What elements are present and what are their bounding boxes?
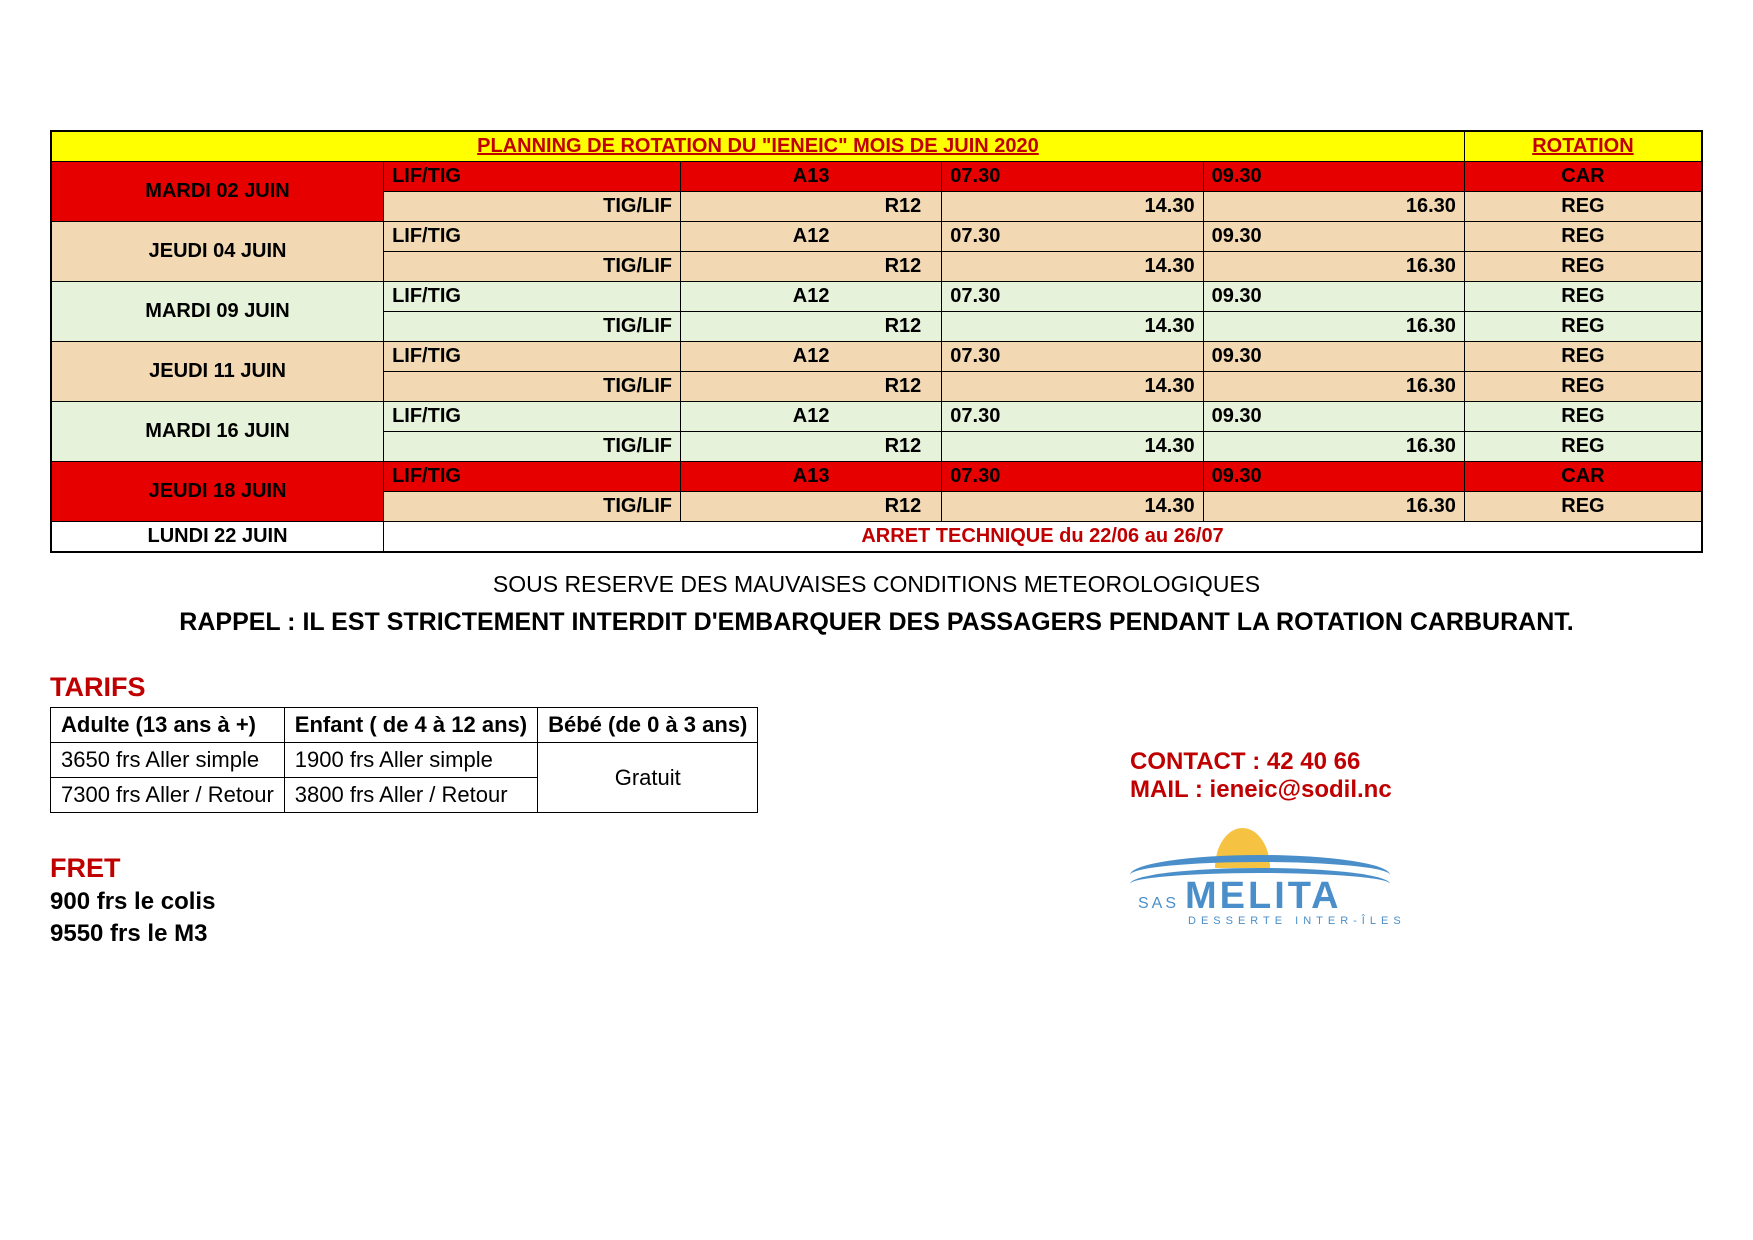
- route-cell: LIF/TIG: [384, 462, 681, 492]
- rotation-cell: REG: [1464, 372, 1702, 402]
- fret-section: FRET 900 frs le colis 9550 frs le M3: [50, 853, 1703, 948]
- time-cell: 14.30: [942, 492, 1203, 522]
- planning-title: PLANNING DE ROTATION DU "IENEIC" MOIS DE…: [51, 131, 1464, 162]
- rotation-cell: REG: [1464, 402, 1702, 432]
- contact-phone: CONTACT : 42 40 66: [1130, 748, 1392, 776]
- schedule-date: MARDI 16 JUIN: [51, 402, 384, 462]
- code-cell: A12: [681, 402, 942, 432]
- rotation-cell: CAR: [1464, 162, 1702, 192]
- tarifs-header-bebe: Bébé (de 0 à 3 ans): [538, 708, 758, 743]
- tarifs-cell: 7300 frs Aller / Retour: [51, 778, 285, 813]
- route-cell: LIF/TIG: [384, 162, 681, 192]
- schedule-date: MARDI 09 JUIN: [51, 282, 384, 342]
- rotation-cell: REG: [1464, 222, 1702, 252]
- time-cell: 16.30: [1203, 372, 1464, 402]
- time-cell: 09.30: [1203, 282, 1464, 312]
- arret-technique: ARRET TECHNIQUE du 22/06 au 26/07: [384, 522, 1702, 553]
- melita-logo: SAS MELITA DESSERTE INTER-ÎLES: [1130, 820, 1450, 930]
- route-cell: LIF/TIG: [384, 342, 681, 372]
- time-cell: 14.30: [942, 312, 1203, 342]
- route-cell: TIG/LIF: [384, 252, 681, 282]
- rappel-note: RAPPEL : IL EST STRICTEMENT INTERDIT D'E…: [50, 608, 1703, 637]
- time-cell: 16.30: [1203, 252, 1464, 282]
- fret-colis: 900 frs le colis: [50, 888, 1703, 916]
- code-cell: R12: [681, 432, 942, 462]
- time-cell: 07.30: [942, 162, 1203, 192]
- arret-date: LUNDI 22 JUIN: [51, 522, 384, 553]
- rotation-cell: REG: [1464, 432, 1702, 462]
- rotation-cell: REG: [1464, 312, 1702, 342]
- schedule-date: JEUDI 18 JUIN: [51, 462, 384, 522]
- tarifs-header-adulte: Adulte (13 ans à +): [51, 708, 285, 743]
- route-cell: LIF/TIG: [384, 402, 681, 432]
- code-cell: R12: [681, 372, 942, 402]
- code-cell: A12: [681, 222, 942, 252]
- time-cell: 09.30: [1203, 222, 1464, 252]
- weather-note: SOUS RESERVE DES MAUVAISES CONDITIONS ME…: [50, 571, 1703, 598]
- code-cell: R12: [681, 252, 942, 282]
- time-cell: 09.30: [1203, 342, 1464, 372]
- time-cell: 07.30: [942, 222, 1203, 252]
- fret-title: FRET: [50, 853, 1703, 884]
- code-cell: R12: [681, 312, 942, 342]
- logo-brand-text: MELITA: [1185, 875, 1342, 918]
- route-cell: LIF/TIG: [384, 222, 681, 252]
- rotation-cell: REG: [1464, 192, 1702, 222]
- logo-sas-text: SAS: [1138, 895, 1179, 913]
- code-cell: A12: [681, 342, 942, 372]
- tarifs-header-enfant: Enfant ( de 4 à 12 ans): [284, 708, 537, 743]
- route-cell: TIG/LIF: [384, 192, 681, 222]
- time-cell: 16.30: [1203, 312, 1464, 342]
- time-cell: 16.30: [1203, 492, 1464, 522]
- tarifs-section: TARIFS Adulte (13 ans à +) Enfant ( de 4…: [50, 672, 1703, 813]
- time-cell: 09.30: [1203, 162, 1464, 192]
- tarifs-title: TARIFS: [50, 672, 1703, 703]
- rotation-cell: REG: [1464, 282, 1702, 312]
- logo-subtitle: DESSERTE INTER-ÎLES: [1188, 915, 1406, 927]
- time-cell: 16.30: [1203, 192, 1464, 222]
- tarifs-cell: 3650 frs Aller simple: [51, 743, 285, 778]
- rotation-cell: REG: [1464, 252, 1702, 282]
- time-cell: 07.30: [942, 402, 1203, 432]
- route-cell: TIG/LIF: [384, 492, 681, 522]
- route-cell: TIG/LIF: [384, 432, 681, 462]
- route-cell: LIF/TIG: [384, 282, 681, 312]
- code-cell: R12: [681, 192, 942, 222]
- contact-section: CONTACT : 42 40 66 MAIL : ieneic@sodil.n…: [1130, 748, 1392, 804]
- code-cell: A13: [681, 162, 942, 192]
- tarifs-table: Adulte (13 ans à +) Enfant ( de 4 à 12 a…: [50, 707, 758, 813]
- schedule-date: JEUDI 11 JUIN: [51, 342, 384, 402]
- time-cell: 14.30: [942, 252, 1203, 282]
- tarifs-gratuit: Gratuit: [538, 743, 758, 813]
- rotation-cell: CAR: [1464, 462, 1702, 492]
- schedule-table: PLANNING DE ROTATION DU "IENEIC" MOIS DE…: [50, 130, 1703, 553]
- time-cell: 07.30: [942, 462, 1203, 492]
- tarifs-cell: 3800 frs Aller / Retour: [284, 778, 537, 813]
- contact-mail: MAIL : ieneic@sodil.nc: [1130, 776, 1392, 804]
- route-cell: TIG/LIF: [384, 312, 681, 342]
- time-cell: 07.30: [942, 342, 1203, 372]
- time-cell: 14.30: [942, 192, 1203, 222]
- code-cell: A13: [681, 462, 942, 492]
- rotation-cell: REG: [1464, 492, 1702, 522]
- time-cell: 14.30: [942, 432, 1203, 462]
- rotation-header: ROTATION: [1464, 131, 1702, 162]
- code-cell: R12: [681, 492, 942, 522]
- route-cell: TIG/LIF: [384, 372, 681, 402]
- time-cell: 14.30: [942, 372, 1203, 402]
- rotation-cell: REG: [1464, 342, 1702, 372]
- schedule-date: MARDI 02 JUIN: [51, 162, 384, 222]
- code-cell: A12: [681, 282, 942, 312]
- time-cell: 07.30: [942, 282, 1203, 312]
- time-cell: 09.30: [1203, 402, 1464, 432]
- time-cell: 16.30: [1203, 432, 1464, 462]
- tarifs-cell: 1900 frs Aller simple: [284, 743, 537, 778]
- fret-m3: 9550 frs le M3: [50, 920, 1703, 948]
- schedule-date: JEUDI 04 JUIN: [51, 222, 384, 282]
- time-cell: 09.30: [1203, 462, 1464, 492]
